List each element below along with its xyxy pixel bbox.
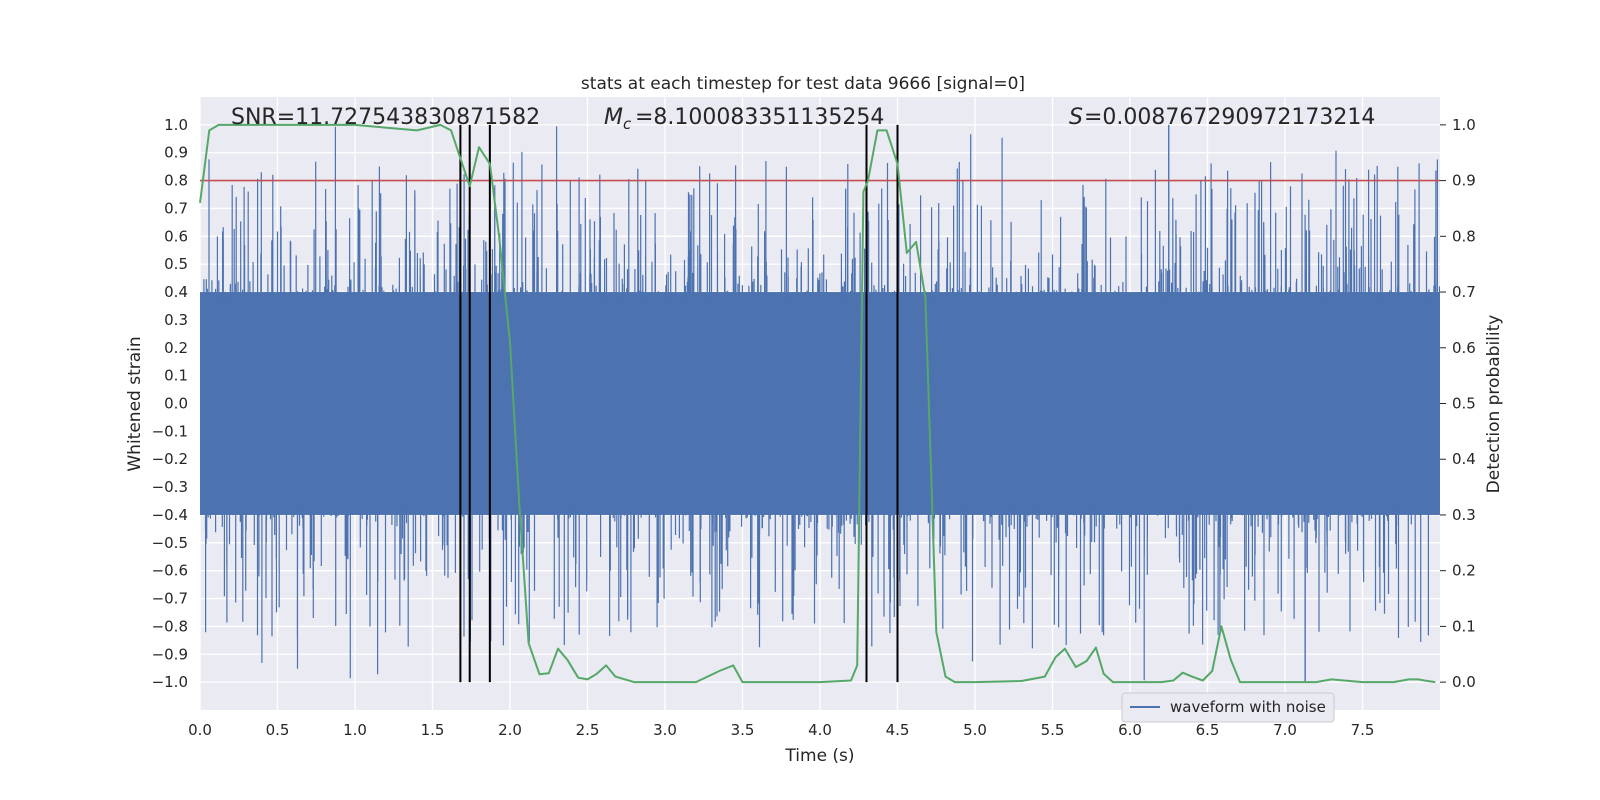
vlines [459,124,899,683]
waveform-series [200,124,1440,683]
waveform-core [200,292,1440,515]
y-tick-label: 0.1 [164,367,188,385]
x-tick-label: 0.5 [266,721,290,739]
y-tick-label: −0.8 [152,617,188,635]
x-tick-label: 3.5 [731,721,755,739]
y2-tick-label: 0.7 [1452,283,1476,301]
probability-line [199,123,1436,684]
y-tick-label: −0.2 [152,450,188,468]
s-annotation: S =0.008767290972173214 [1069,105,1375,130]
x-tick-label: 4.0 [808,721,832,739]
y-tick-labels: 1.0 0.9 0.8 0.7 0.6 0.5 0.4 0.3 0.2 0.1 0.0 −0.1 −0.… [152,116,188,691]
y-tick-label: −0.7 [152,590,188,608]
y-tick-label: 0.2 [164,339,188,357]
x-tick-label: 3.0 [653,721,677,739]
y-tick-label: −0.6 [152,562,188,580]
x-tick-label: 1.5 [421,721,445,739]
y-tick-label: 0.4 [164,283,188,301]
x-tick-label: 2.0 [498,721,522,739]
y-tick-label: −0.4 [152,506,188,524]
y2-tick-label: 0.4 [1452,450,1476,468]
x-tick-label: 5.5 [1041,721,1065,739]
x-axis-label: Time (s) [784,746,854,766]
y2-tick-label: 0.8 [1452,227,1476,245]
x-tick-label: 6.0 [1118,721,1142,739]
x-tick-label: 1.0 [343,721,367,739]
legend-box [1121,692,1335,723]
mc-annotation: Mc =8.100083351135254 [604,105,884,133]
y2-tick-label: 1.0 [1452,116,1476,134]
y-tick-label: 0.0 [164,395,188,413]
y-tick-label: −0.5 [152,534,188,552]
snr-annotation: SNR=11.727543830871582 [231,105,540,130]
probability-series [199,123,1436,684]
y-tick-label: 0.8 [164,172,188,190]
y-tick-label: −0.1 [152,422,188,440]
x-tick-label: 5.0 [963,721,987,739]
x-tick-label: 7.5 [1351,721,1375,739]
y-tick-label: −0.3 [152,478,188,496]
y-tick-label: 0.6 [164,227,188,245]
mc-value: =8.100083351135254 [635,105,884,130]
legend-label: waveform with noise [1170,698,1326,716]
y-tick-label: 0.7 [164,199,188,217]
x-tick-label: 7.0 [1273,721,1297,739]
x-tick-label: 6.5 [1196,721,1220,739]
x-tick-label: 4.5 [886,721,910,739]
y2-tick-label: 0.5 [1452,395,1476,413]
y2-tick-label: 0.1 [1452,617,1476,635]
y-tick-label: −0.9 [152,645,188,663]
x-tick-label: 2.5 [576,721,600,739]
y-tick-label: 0.3 [164,311,188,329]
y-tick-label: −1.0 [152,673,188,691]
waveform-spikes [203,126,1440,681]
x-tick-labels: 0.0 0.5 1.0 1.5 2.0 2.5 3.0 3.5 4.0 4.5 5.0 5.5 6.0 6… [188,721,1374,739]
y2-tick-label: 0.0 [1452,673,1476,691]
y-axis-label: Whitened strain [125,336,145,471]
y2-axis-label: Detection probability [1484,315,1504,494]
y2-tick-labels: 1.0 0.9 0.8 0.7 0.6 0.5 0.4 0.3 0.2 0.1 0.0 [1440,116,1476,691]
x-tick-label: 0.0 [188,721,212,739]
y2-tick-label: 0.6 [1452,339,1476,357]
s-symbol: S [1069,105,1083,130]
chart-title: stats at each timestep for test data 966… [581,74,1025,94]
legend: waveform with noise [1121,692,1335,723]
y-tick-label: 0.9 [164,144,188,162]
y2-tick-label: 0.3 [1452,506,1476,524]
s-value: =0.008767290972173214 [1084,105,1375,130]
y-tick-label: 0.5 [164,255,188,273]
y-tick-label: 1.0 [164,116,188,134]
y2-tick-label: 0.9 [1452,172,1476,190]
y2-tick-label: 0.2 [1452,562,1476,580]
